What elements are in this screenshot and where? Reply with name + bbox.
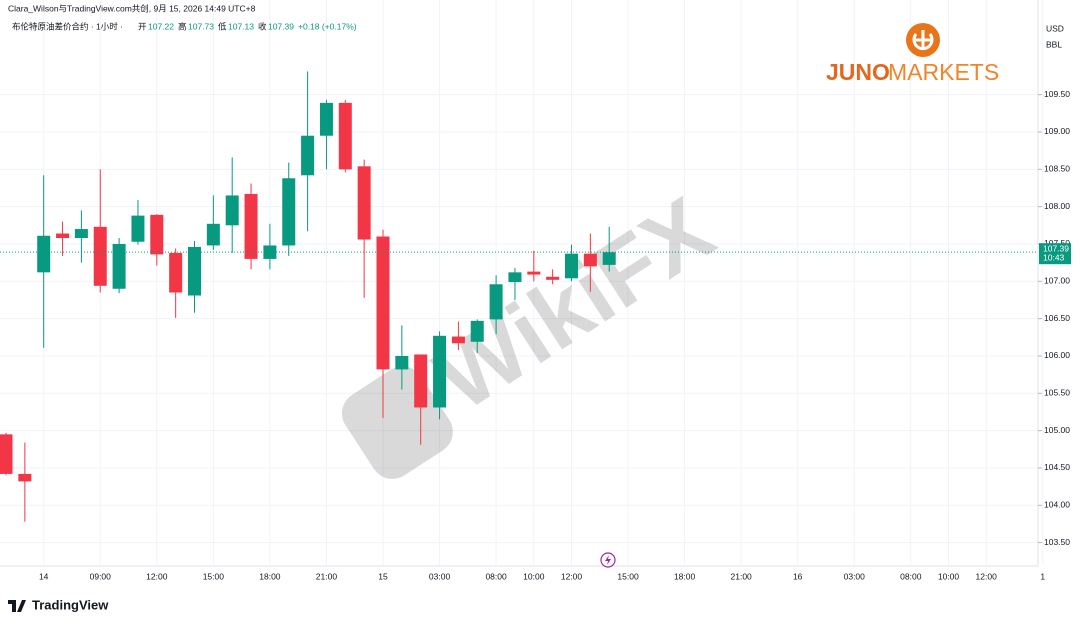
candle-body	[414, 354, 428, 408]
candle-body	[131, 215, 145, 242]
logo-icon-glyph	[912, 30, 934, 51]
y-tick-label: 106.50	[1044, 313, 1070, 323]
x-tick-label: 03:00	[844, 571, 866, 581]
y-tick-label: 109.50	[1044, 89, 1070, 99]
y-tick-label: 106.00	[1044, 350, 1070, 360]
close-label: 收	[258, 21, 267, 31]
x-tick-label: 09:00	[90, 571, 112, 581]
x-tick-label: 10:00	[938, 571, 960, 581]
open-label: 开	[138, 21, 147, 31]
candle-body	[150, 214, 164, 255]
candle-body	[188, 246, 201, 296]
currency: USD	[1046, 23, 1064, 33]
y-tick-label: 104.50	[1044, 462, 1070, 472]
countdown-label: 10:43	[1043, 252, 1065, 262]
plot	[0, 71, 1038, 522]
candle-body	[527, 271, 541, 275]
logo-brand: JUNO	[826, 59, 890, 85]
low-label: 低	[218, 21, 227, 31]
candle-body	[376, 236, 390, 370]
y-tick-label: 105.50	[1044, 388, 1070, 398]
candle-body	[282, 178, 296, 246]
x-tick-label: 12:00	[146, 571, 168, 581]
candle-body	[565, 253, 578, 279]
y-tick-label: 108.50	[1044, 164, 1070, 174]
candle-body	[319, 102, 333, 136]
unit: BBL	[1046, 39, 1062, 49]
candle-body	[0, 434, 13, 474]
y-tick-label: 103.50	[1044, 537, 1070, 547]
logo: JUNO MARKETS	[826, 23, 999, 85]
candle-body	[169, 252, 183, 293]
watermark-text: WikiFX	[418, 178, 730, 430]
x-tick-label: 08:00	[485, 571, 507, 581]
high-label: 高	[178, 21, 187, 31]
open-value: 107.22	[148, 21, 174, 31]
x-tick-label: 15	[378, 571, 388, 581]
candle-body	[602, 252, 616, 265]
x-tick-label: 16	[793, 571, 803, 581]
footer-icon	[8, 600, 26, 612]
candle-body	[56, 233, 70, 238]
candle-body	[74, 229, 88, 238]
candle-body	[357, 166, 371, 240]
watermark: WikiFX	[341, 178, 731, 479]
event-icon-glyph	[605, 555, 611, 565]
y-tick-label: 109.00	[1044, 126, 1070, 136]
x-tick-label: 18:00	[674, 571, 696, 581]
y-tick-label: 108.00	[1044, 201, 1070, 211]
logo-suffix: MARKETS	[888, 59, 999, 85]
candle-body	[395, 355, 409, 370]
candle-body	[225, 195, 239, 226]
x-tick-label: 08:00	[900, 571, 922, 581]
x-tick-label: 10:00	[523, 571, 545, 581]
candle-body	[338, 102, 352, 170]
x-tick-label: 12:00	[976, 571, 998, 581]
candle-body	[18, 473, 32, 482]
x-tick-label: 12:00	[561, 571, 583, 581]
x-tick-label: 14	[39, 571, 49, 581]
x-tick-label: 21:00	[731, 571, 753, 581]
y-tick-label: 107.00	[1044, 276, 1070, 286]
close-value: 107.39	[268, 21, 294, 31]
change: +0.18 (+0.17%)	[298, 21, 357, 31]
candle-body	[244, 193, 258, 259]
candle-body	[301, 135, 315, 176]
x-tick-label: 15:00	[617, 571, 639, 581]
x-tick-label: 18:00	[259, 571, 281, 581]
candle-body	[433, 335, 447, 408]
footer-logo: TradingView	[8, 597, 109, 612]
high-value: 107.73	[188, 21, 214, 31]
candle-body	[112, 243, 126, 289]
x-tick-label: 21:00	[316, 571, 338, 581]
candle-body	[508, 272, 522, 283]
candle-body	[583, 253, 597, 267]
source: Clara_Wilson与TradingView.com共创, 9月 15, 2…	[8, 3, 256, 13]
low-value: 107.13	[228, 21, 254, 31]
y-tick-label: 104.00	[1044, 500, 1070, 510]
symbol: 布伦特原油差价合约 · 1小时 ·	[12, 21, 123, 31]
candle-body	[37, 235, 51, 273]
candle-body	[470, 320, 484, 342]
x-tick-label: 15:00	[203, 571, 225, 581]
y-tick-label: 105.00	[1044, 425, 1070, 435]
candle-body	[93, 226, 107, 286]
candle-body	[451, 336, 465, 344]
footer-text: TradingView	[32, 597, 109, 612]
candle-body	[206, 223, 220, 246]
candle-body	[546, 276, 560, 280]
x-tick-label: 03:00	[429, 571, 451, 581]
last-price-box	[1039, 243, 1071, 265]
candle-body	[263, 245, 277, 259]
x-tick-label: 1	[1040, 571, 1045, 581]
last-price-label: 107.39	[1043, 243, 1069, 253]
candle-body	[489, 284, 503, 320]
